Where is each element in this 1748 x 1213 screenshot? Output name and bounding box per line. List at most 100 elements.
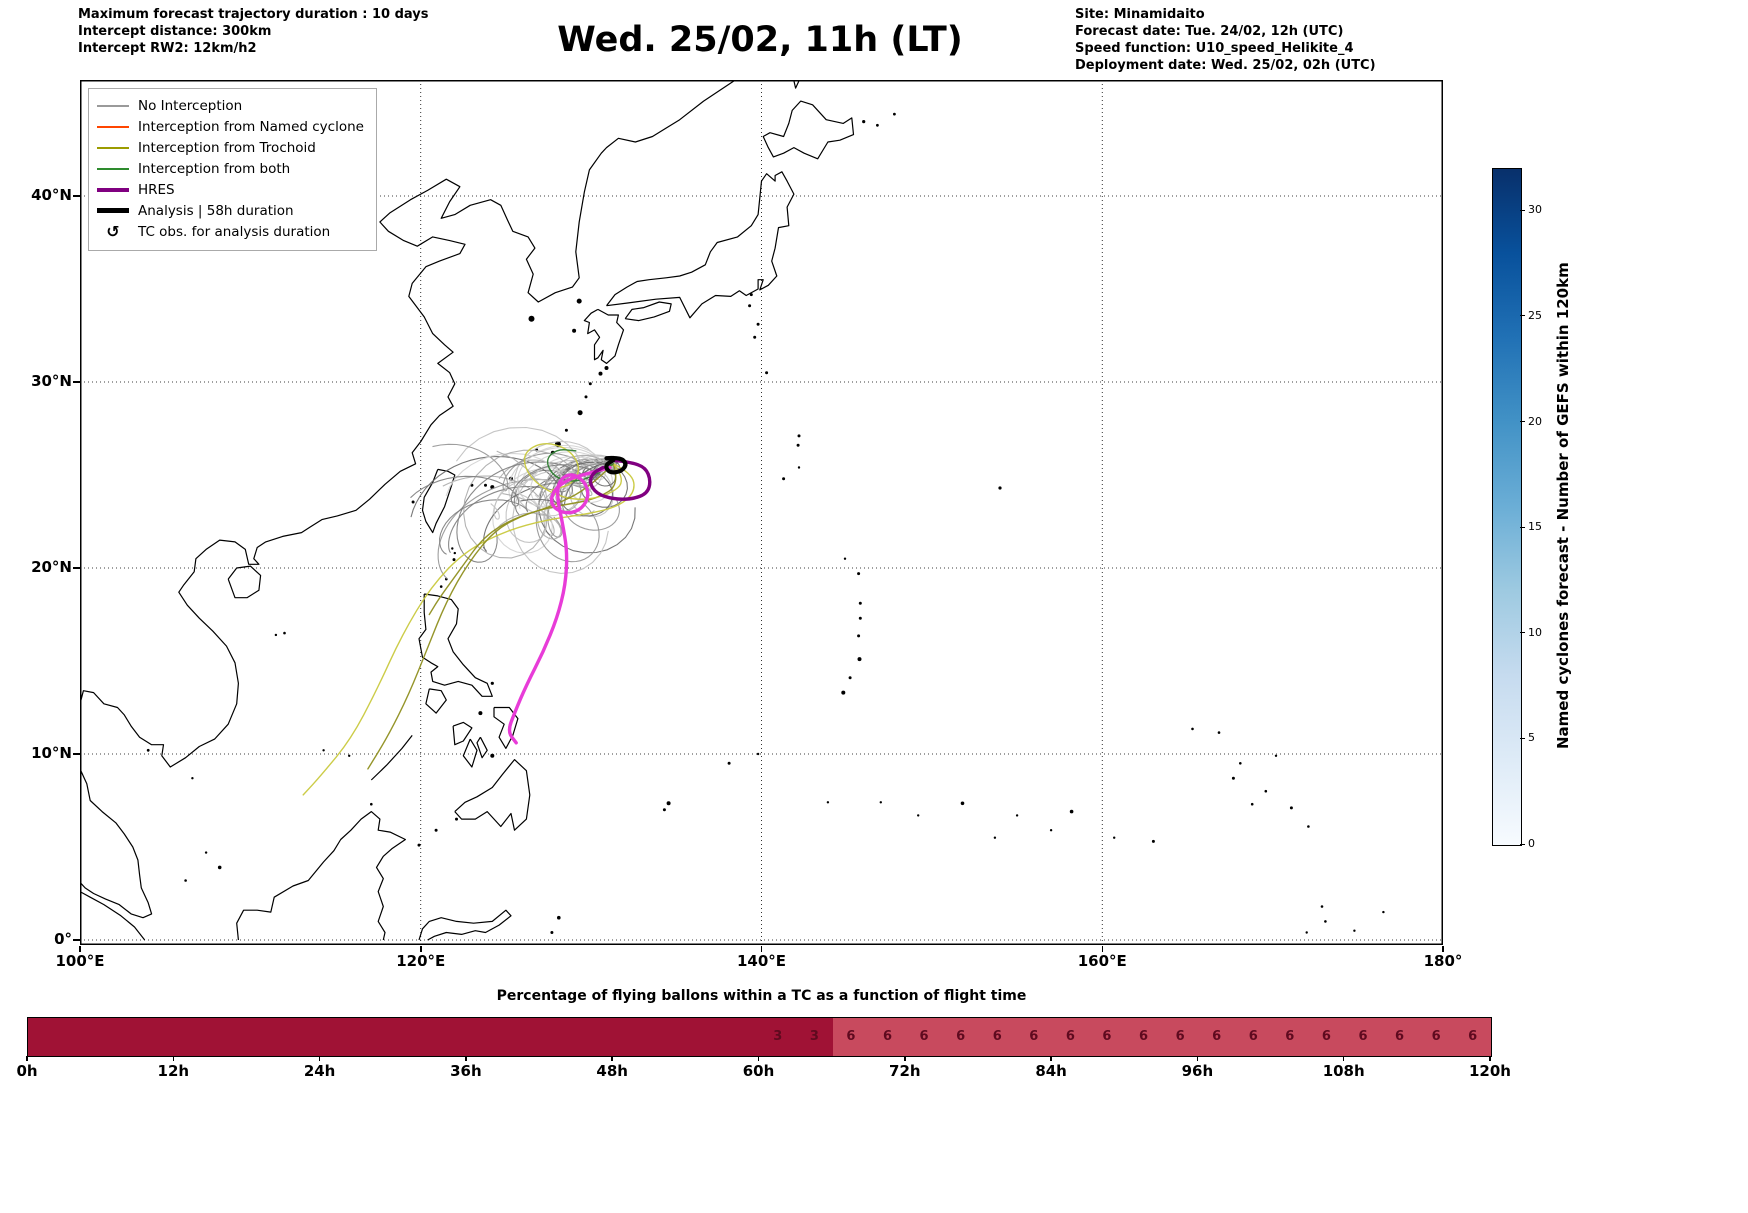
colorbar-label: Named cyclones forecast - Number of GEFS… xyxy=(1554,262,1572,750)
colorbar-gradient xyxy=(1492,168,1522,846)
flight-bar-tick-mark xyxy=(757,1056,760,1061)
colorbar-tick-label: 25 xyxy=(1528,308,1542,322)
legend-item: Analysis | 58h duration xyxy=(97,200,364,221)
legend-line-sample-wrap xyxy=(97,187,129,192)
legend-item: HRES xyxy=(97,179,364,200)
legend-line-sample xyxy=(97,167,129,170)
colorbar-tick-label: 30 xyxy=(1528,203,1542,217)
colorbar-tick-label: 15 xyxy=(1528,520,1542,534)
header-info-line: Forecast date: Tue. 24/02, 12h (UTC) xyxy=(1075,24,1344,39)
site-info: Site: Minamidaito Forecast date: Tue. 24/… xyxy=(1075,6,1376,74)
flight-bar-value: 3 xyxy=(773,1029,783,1044)
colorbar-tick-mark xyxy=(1520,843,1525,845)
legend-line-sample xyxy=(97,146,129,149)
lon-tick-mark xyxy=(79,946,81,952)
colorbar-tick-label: 10 xyxy=(1528,625,1542,639)
legend-item: No Interception xyxy=(97,95,364,116)
flight-bar-tick-label: 72h xyxy=(889,1062,921,1080)
flight-bar-value: 6 xyxy=(882,1029,893,1044)
flight-bar-value: 6 xyxy=(1139,1029,1149,1044)
flight-bar-value: 6 xyxy=(1065,1029,1075,1044)
legend-item: Interception from Named cyclone xyxy=(97,116,364,137)
tc-obs-icon: ↺ xyxy=(106,222,120,241)
header-info-line: Maximum forecast trajectory duration : 1… xyxy=(78,7,429,22)
colorbar-tick-mark xyxy=(1520,526,1525,528)
legend-item-label: Interception from both xyxy=(138,160,291,177)
colorbar-tick-label: 5 xyxy=(1528,731,1535,745)
lon-tick-mark xyxy=(420,946,422,952)
legend-item: ↺ TC obs. for analysis duration xyxy=(97,221,364,242)
lat-tick-label: 30°N xyxy=(31,371,72,390)
lat-tick-label: 0° xyxy=(54,929,72,948)
flight-bar-tick-label: 108h xyxy=(1322,1062,1365,1080)
colorbar-tick-label: 20 xyxy=(1528,414,1542,428)
legend-item: Interception from Trochoid xyxy=(97,137,364,158)
flight-bar-tick-label: 96h xyxy=(1181,1062,1214,1080)
flight-bar-tick-label: 48h xyxy=(596,1062,628,1080)
legend-item-label: No Interception xyxy=(138,97,243,114)
header-info-line: Intercept distance: 300km xyxy=(78,24,272,39)
flight-bar-tick-mark xyxy=(465,1056,467,1061)
flight-bar-tick-label: 120h xyxy=(1469,1062,1511,1080)
lat-tick-mark xyxy=(73,753,80,755)
legend-line-sample xyxy=(97,125,129,128)
legend-item-label: HRES xyxy=(138,181,175,198)
flight-bar-title: Percentage of flying ballons within a TC… xyxy=(496,988,1027,1004)
flight-bar-value: 6 xyxy=(1102,1029,1112,1044)
flight-bar-value: 6 xyxy=(1175,1029,1185,1044)
map-canvas xyxy=(80,80,1443,945)
flight-bar-tick-label: 60h xyxy=(742,1062,775,1080)
flight-bar-tick-label: 24h xyxy=(303,1062,336,1080)
lon-tick-label: 120°E xyxy=(396,952,446,970)
lat-tick-label: 10°N xyxy=(31,743,72,762)
flight-bar-tick-mark xyxy=(611,1056,613,1061)
header-info-line: Site: Minamidaito xyxy=(1075,7,1205,22)
colorbar-tick-mark xyxy=(1520,421,1525,422)
colorbar-tick-label: 0 xyxy=(1528,837,1535,850)
flight-bar-value: 6 xyxy=(919,1029,929,1044)
flight-bar-tick-label: 84h xyxy=(1035,1062,1067,1080)
flight-bar-value: 6 xyxy=(1212,1029,1222,1044)
lat-tick-mark xyxy=(73,567,80,569)
header-info-line: Intercept RW2: 12km/h2 xyxy=(78,41,257,56)
flight-bar-value: 6 xyxy=(956,1029,966,1044)
flight-bar-tick-mark xyxy=(1489,1056,1491,1061)
flight-bar-tick-label: 0h xyxy=(16,1062,38,1080)
lat-tick-mark xyxy=(73,939,80,941)
legend-line-sample-wrap xyxy=(97,208,129,213)
trajectory-map: No Interception Interception from Named c… xyxy=(80,80,1443,945)
run-config-info: Maximum forecast trajectory duration : 1… xyxy=(78,6,429,57)
lat-tick-mark xyxy=(73,381,80,383)
lon-tick-mark xyxy=(1101,946,1103,952)
flight-bar-value: 6 xyxy=(1431,1029,1441,1044)
flight-bar-segment xyxy=(28,1018,833,1056)
flight-bar-tick-mark xyxy=(1196,1056,1199,1061)
flight-bar-value: 6 xyxy=(1285,1029,1295,1044)
flight-bar-value: 6 xyxy=(1395,1029,1405,1044)
lon-tick-label: 180° xyxy=(1423,952,1463,970)
legend-line-sample-wrap xyxy=(97,104,129,107)
legend-item-label: Interception from Named cyclone xyxy=(138,118,364,135)
colorbar-tick-mark xyxy=(1520,209,1525,211)
flight-bar-value: 6 xyxy=(1468,1029,1478,1044)
flight-bar-value: 6 xyxy=(1358,1029,1368,1044)
lon-tick-label: 100°E xyxy=(55,952,105,970)
flight-bar-tick-label: 36h xyxy=(450,1062,482,1080)
flight-bar-value: 6 xyxy=(992,1029,1002,1044)
lon-tick-label: 160°E xyxy=(1077,952,1127,970)
lon-tick-mark xyxy=(760,946,763,952)
flight-bar-tick-mark xyxy=(904,1056,906,1061)
flight-bar-tick-mark xyxy=(172,1056,175,1061)
flight-bar-value: 6 xyxy=(1029,1029,1039,1044)
lat-tick-mark xyxy=(73,195,80,197)
flight-bar-tick-mark xyxy=(318,1056,321,1061)
flight-time-bar: 3 3 6 6 6 6 6 6 6 6 6 6 6 6 6 6 6 6 6 6 xyxy=(27,1017,1492,1057)
legend-item-label: TC obs. for analysis duration xyxy=(138,223,331,240)
legend-item-label: Analysis | 58h duration xyxy=(138,202,294,219)
lat-tick-label: 40°N xyxy=(31,185,72,204)
figure-title: Wed. 25/02, 11h (LT) xyxy=(557,20,963,60)
colorbar-tick-mark xyxy=(1520,315,1525,317)
colorbar-tick-mark xyxy=(1520,632,1525,634)
flight-bar-value: 6 xyxy=(1248,1029,1258,1044)
